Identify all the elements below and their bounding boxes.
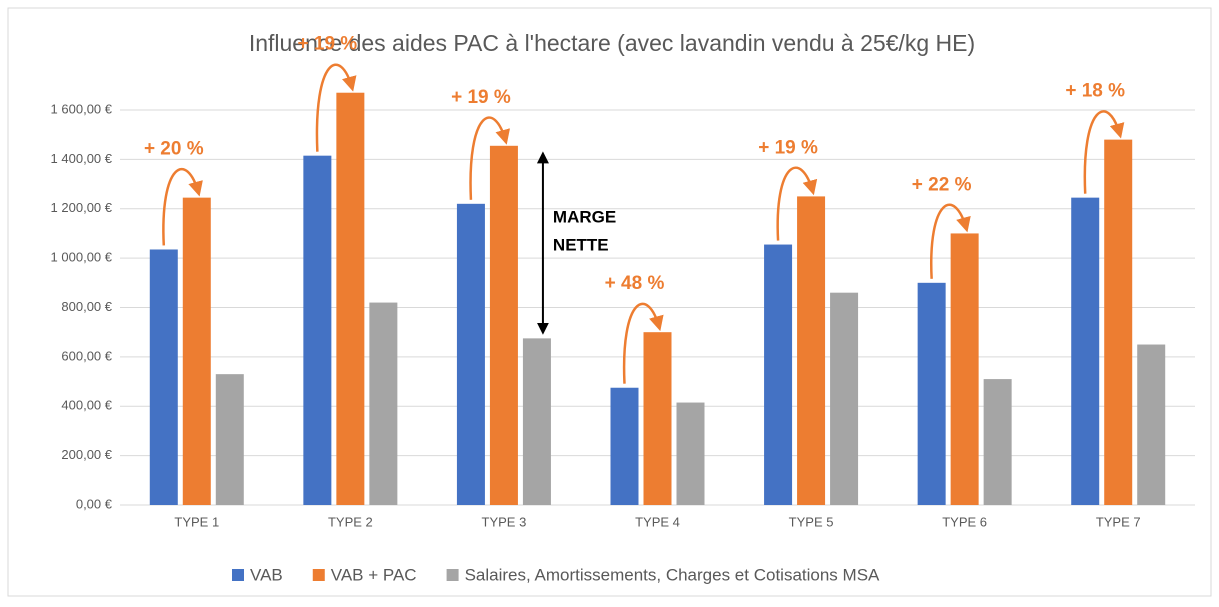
bar (610, 387, 639, 505)
x-tick-label: TYPE 3 (482, 514, 527, 529)
bar (764, 244, 793, 505)
x-tick-label: TYPE 6 (942, 514, 987, 529)
y-tick-label: 1 000,00 € (51, 250, 113, 265)
annotation-arrow (776, 166, 818, 241)
x-tick-label: TYPE 2 (328, 514, 373, 529)
x-tick-label: TYPE 7 (1096, 514, 1141, 529)
bar (676, 402, 705, 505)
annotation-arrow (929, 203, 971, 279)
annotation: + 20 % (144, 139, 204, 160)
bar (336, 92, 365, 505)
bar (830, 292, 859, 505)
bar (456, 203, 485, 505)
bar (182, 197, 211, 505)
y-tick-label: 0,00 € (76, 496, 113, 511)
bar (797, 196, 826, 505)
y-tick-label: 1 200,00 € (51, 200, 113, 215)
y-tick-label: 400,00 € (61, 398, 112, 413)
annotation-arrow (469, 116, 510, 200)
bar (303, 155, 332, 505)
annotation: + 18 % (1065, 81, 1125, 102)
y-tick-label: 1 400,00 € (51, 151, 113, 166)
annotation-arrow (162, 167, 203, 246)
bar (149, 249, 178, 505)
bar (1071, 197, 1100, 505)
annotation-arrow (1083, 110, 1125, 194)
annotation: + 19 % (298, 34, 358, 55)
bar (917, 282, 946, 505)
bar (522, 338, 551, 505)
annotation: + 48 % (605, 273, 665, 294)
y-tick-label: 800,00 € (61, 299, 112, 314)
margin-label: NETTE (553, 235, 609, 254)
x-tick-label: TYPE 1 (174, 514, 219, 529)
x-tick-label: TYPE 5 (789, 514, 834, 529)
annotation: + 19 % (758, 137, 818, 158)
bar (983, 379, 1012, 505)
legend-label: Salaires, Amortissements, Charges et Cot… (465, 565, 880, 584)
margin-label: MARGE (553, 207, 616, 226)
x-tick-label: TYPE 4 (635, 514, 680, 529)
annotation-arrow (622, 302, 664, 384)
y-tick-label: 200,00 € (61, 447, 112, 462)
legend-swatch (312, 569, 325, 581)
bar (489, 145, 518, 505)
bar (1137, 344, 1166, 505)
legend-swatch (232, 569, 244, 581)
legend-swatch (446, 569, 459, 581)
bar (1104, 139, 1133, 505)
bar (369, 302, 398, 505)
annotation: + 22 % (912, 174, 972, 195)
legend-label: VAB + PAC (331, 565, 417, 584)
annotation: + 19 % (451, 87, 511, 108)
bar (643, 332, 672, 505)
bar (215, 374, 244, 505)
y-tick-label: 600,00 € (61, 348, 112, 363)
bar (950, 233, 979, 505)
y-tick-label: 1 600,00 € (51, 101, 113, 116)
annotation-arrow (315, 63, 357, 152)
legend-label: VAB (250, 565, 283, 584)
chart-title: Influence des aides PAC à l'hectare (ave… (249, 30, 975, 56)
